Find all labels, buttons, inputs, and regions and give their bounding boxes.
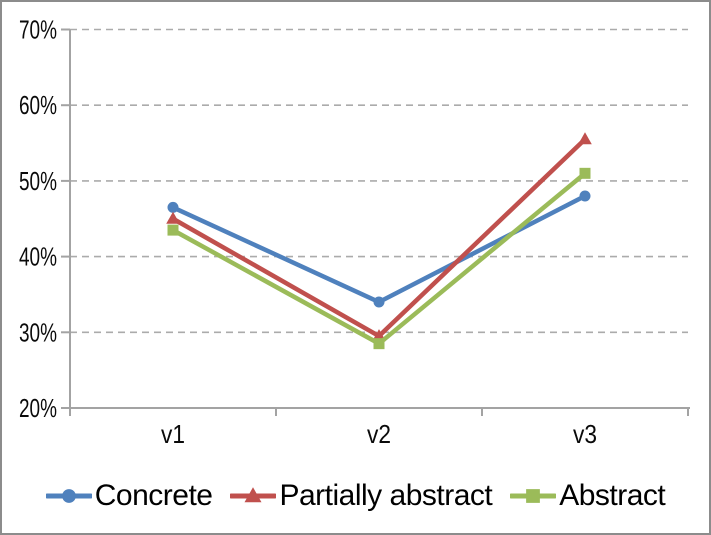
data-point-square: [373, 338, 385, 350]
legend-triangle: [244, 487, 262, 503]
data-point-circle: [579, 190, 591, 202]
data-point-circle: [373, 296, 385, 308]
y-axis-label: 60%: [19, 90, 57, 120]
data-point-triangle: [578, 132, 592, 145]
x-axis-label: v2: [367, 419, 391, 449]
legend-circle: [61, 489, 76, 503]
data-point-square: [579, 167, 591, 179]
legend-item-abstract: Abstract: [510, 479, 666, 512]
x-axis-label: v3: [573, 419, 597, 449]
legend-square-marker-icon: [510, 489, 557, 503]
data-point-triangle: [166, 211, 180, 224]
y-axis-label: 40%: [19, 242, 57, 272]
legend-label-abstract: Abstract: [559, 479, 666, 512]
legend-square: [526, 489, 541, 503]
data-point-circle: [167, 201, 179, 213]
y-axis-label: 70%: [19, 15, 57, 45]
legend-circle-marker-icon: [45, 489, 92, 503]
y-axis-label: 20%: [19, 393, 57, 423]
series-line-0: [170, 193, 588, 305]
legend-item-partially-abstract: Partially abstract: [230, 479, 493, 512]
x-axis-label: v1: [161, 419, 185, 449]
legend-label-concrete: Concrete: [94, 479, 213, 512]
chart-legend: Concrete Partially abstract Abstract: [2, 481, 709, 511]
data-point-square: [167, 224, 179, 236]
y-axis-label: 50%: [19, 166, 57, 196]
legend-label-partially-abstract: Partially abstract: [279, 479, 493, 512]
legend-triangle-marker-icon: [230, 487, 277, 503]
legend-item-concrete: Concrete: [45, 479, 213, 512]
y-axis-label: 30%: [19, 317, 57, 347]
